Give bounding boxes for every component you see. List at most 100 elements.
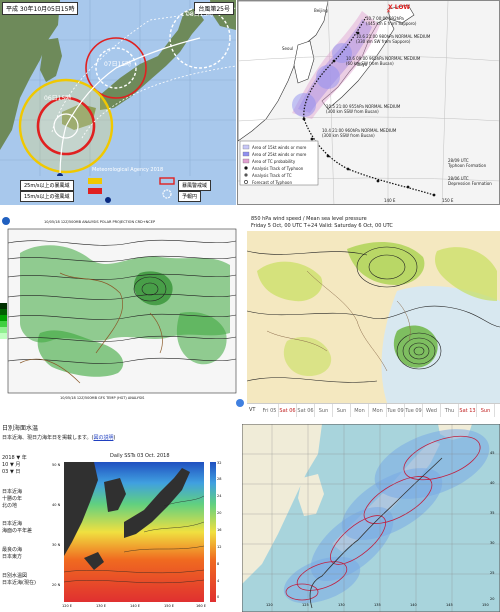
gfs-footer: 10/05/18 12Z/500MB GFS TEMP (HGT) ANALYS…: [60, 396, 145, 400]
sst-lat-label: 40 N: [52, 503, 61, 507]
sst-sidebar-line[interactable]: 北の地: [2, 503, 18, 509]
ecmwf-time-7[interactable]: Tue 09: [387, 404, 405, 417]
track-fix2: 10.6 21:00 980hPa NORMAL MEDIUM (330 km …: [356, 34, 431, 45]
sst-sidebar-line[interactable]: 十勝の年: [2, 496, 23, 502]
track-fix2-b: (330 km SW from Sapporo): [356, 38, 411, 44]
sst-sidebar-line[interactable]: 海面の平年差: [2, 528, 33, 534]
sst-scale-label: 20: [217, 511, 222, 515]
jma-forecast-map: [0, 0, 236, 205]
track-lon-140: 140 E: [384, 198, 396, 203]
jma-legend-15ms: 15m/s以上の強風域: [20, 191, 74, 202]
sst-sidebar: 2018 ▼ 年 10 ▼ 月 03 ▼ 日 日本近海 十勝の年 北の地 日本近…: [0, 448, 60, 612]
ecmwf-time-4[interactable]: Sun 07: [333, 404, 351, 417]
gfs-analysis-panel: 10/05/18 12Z/500MB ANALYSIS POLAR PROJEC…: [0, 213, 246, 409]
track-low-label: X LOW: [388, 4, 411, 11]
prob-lon-label: 120: [266, 603, 273, 607]
sst-sidebar-line[interactable]: 10 ▼ 月: [2, 462, 21, 468]
track-fix5-a: 10.4 21:00 960hPa NORMAL MEDIUM: [322, 128, 397, 133]
sst-lat-label: 50 N: [52, 463, 61, 467]
jma-forecast-panel: 平成 30年10月05日15時 台風第25号 08日15時 07日15時 06日…: [0, 0, 236, 205]
sst-scale-label: 0: [217, 595, 220, 599]
track-fix5: 10.4 21:00 960hPa NORMAL MEDIUM (300 km …: [322, 128, 397, 139]
ecmwf-time-0[interactable]: Fri 05: [261, 404, 279, 417]
prob-lat-label: 30: [490, 541, 495, 545]
sst-sidebar-line[interactable]: 最良の海: [2, 547, 23, 553]
sst-subheader-link[interactable]: 図の説明: [93, 435, 114, 441]
track-lon-150: 150 E: [442, 198, 454, 203]
ecmwf-time-11[interactable]: Sat 13: [459, 404, 477, 417]
sst-sidebar-line[interactable]: 日本近海: [2, 521, 23, 527]
sst-subheader-text: 日本近海、現日力海年日を掲載します。(: [2, 435, 94, 441]
sst-sidebar-line[interactable]: 2018 ▼ 年: [2, 455, 27, 461]
sst-chart-title: Daily SSTs 03 Oct. 2018: [110, 453, 170, 459]
jma-label-08: 08日15時: [186, 11, 214, 18]
track-legend-item-3: Area of TC probability: [252, 159, 296, 164]
ecmwf-vt-label: VT: [249, 407, 256, 413]
track-fix3-a: 10.6 09:00 965hPa NORMAL MEDIUM: [346, 56, 421, 61]
ecmwf-time-5[interactable]: Mon 08: [351, 404, 369, 417]
track-legend-item-6: Forecast of Typhoon: [252, 180, 293, 185]
jma-header-right: 台風第25号: [194, 2, 234, 15]
sst-scale-labels: 32 28 24 20 16 12 8 4 0: [217, 461, 233, 602]
track-fix4-b: (300 km SSW from Busan): [326, 108, 379, 114]
ecmwf-time-9[interactable]: Wed 10: [423, 404, 441, 417]
track-city-tokyo: Tokyo: [356, 62, 368, 67]
ecmwf-time-8[interactable]: Tue 09: [405, 404, 423, 417]
track-fix4: 10.5 21:00 955hPa NORMAL MEDIUM (300 km …: [326, 104, 400, 115]
ecmwf-time-10[interactable]: Thu 11: [441, 404, 459, 417]
ecmwf-time-1[interactable]: Sat 06: [279, 404, 297, 417]
sst-lon-label: 140 E: [130, 604, 141, 608]
sst-scale-label: 32: [217, 461, 222, 465]
ecmwf-map: [247, 231, 500, 403]
ecmwf-header-line1: 850 hPa wind speed / Mean sea level pres…: [251, 216, 367, 222]
sst-scale-label: 8: [217, 562, 220, 566]
prob-lon-label: 130: [338, 603, 345, 607]
sst-scale-label: 28: [217, 477, 222, 481]
sst-lat-label: 30 N: [52, 543, 61, 547]
sst-lon-label: 130 E: [96, 604, 107, 608]
prob-lon-label: 125: [302, 603, 309, 607]
track-legend-item-2: Area of 25kt winds or more: [252, 152, 307, 157]
track-formation-typhoon-time: 28/09 UTC: [448, 158, 469, 163]
sst-header: 日別海面水温: [2, 425, 39, 432]
ecmwf-time-3[interactable]: Sun 07: [315, 404, 333, 417]
gfs-analysis-map: [0, 213, 246, 409]
track-formation-depression-time: 28/06 UTC: [448, 176, 469, 181]
track-fix1: 10.7 00:00 992hPa (445 km E from Sapporo…: [366, 16, 416, 27]
prob-lat-label: 20: [490, 597, 495, 601]
track-fix3-b: (60 km SW from Busan): [346, 60, 394, 66]
jma-credit: Meteorological Agency 2018: [92, 167, 164, 173]
sst-scale-label: 12: [217, 545, 222, 549]
track-map: ✕: [238, 1, 499, 204]
track-legend-item-1: Area of 15kt winds or more: [252, 145, 307, 150]
prob-lon-label: 150: [482, 603, 489, 607]
jma-legend-25ms: 25m/s以上の暴風域: [20, 180, 74, 191]
jma-label-07: 07日15時: [104, 61, 132, 68]
ecmwf-time-12[interactable]: Sun 14: [477, 404, 495, 417]
prob-lon-label: 135: [374, 603, 381, 607]
track-city-seoul: Seoul: [282, 46, 294, 51]
sst-sidebar-line[interactable]: 日本近海: [2, 489, 23, 495]
track-fix2-a: 10.6 21:00 980hPa NORMAL MEDIUM: [356, 34, 431, 39]
track-formation-depression-label: Depression Formation: [448, 180, 492, 186]
track-fix1-a: 10.7 00:00 992hPa: [366, 16, 404, 21]
sst-scale-label: 16: [217, 528, 222, 532]
track-legend-item-4: Analysis Track of Typhoon: [252, 166, 304, 171]
sst-sidebar-line[interactable]: 日本近海(現在): [2, 580, 36, 586]
sst-sidebar-line[interactable]: 日別水温図: [2, 573, 28, 579]
sst-lat-label: 20 N: [52, 583, 61, 587]
track-fix3: 10.6 09:00 965hPa NORMAL MEDIUM (60 km S…: [346, 56, 421, 67]
jma-header-left: 平成 30年10月05日15時: [2, 2, 79, 15]
probability-map: [242, 424, 500, 612]
ecmwf-time-2[interactable]: Sat 06: [297, 404, 315, 417]
jma-legend-forecast: 予報円: [178, 191, 202, 202]
sst-lon-label: 120 E: [62, 604, 73, 608]
sst-sidebar-line[interactable]: 日本東方: [2, 554, 23, 560]
sst-subheader-end: ): [113, 435, 116, 441]
track-legend-item-5: Analysis Track of TC: [252, 173, 292, 178]
sst-map: [64, 462, 216, 602]
sst-sidebar-line[interactable]: 03 ▼ 日: [2, 469, 21, 475]
track-map-panel: ✕ X LOW Beijing Seoul Tokyo 10.7 00:00 9…: [237, 0, 500, 205]
track-formation-typhoon: 28/09 UTC Typhoon Formation: [448, 158, 486, 169]
ecmwf-time-6[interactable]: Mon 08: [369, 404, 387, 417]
